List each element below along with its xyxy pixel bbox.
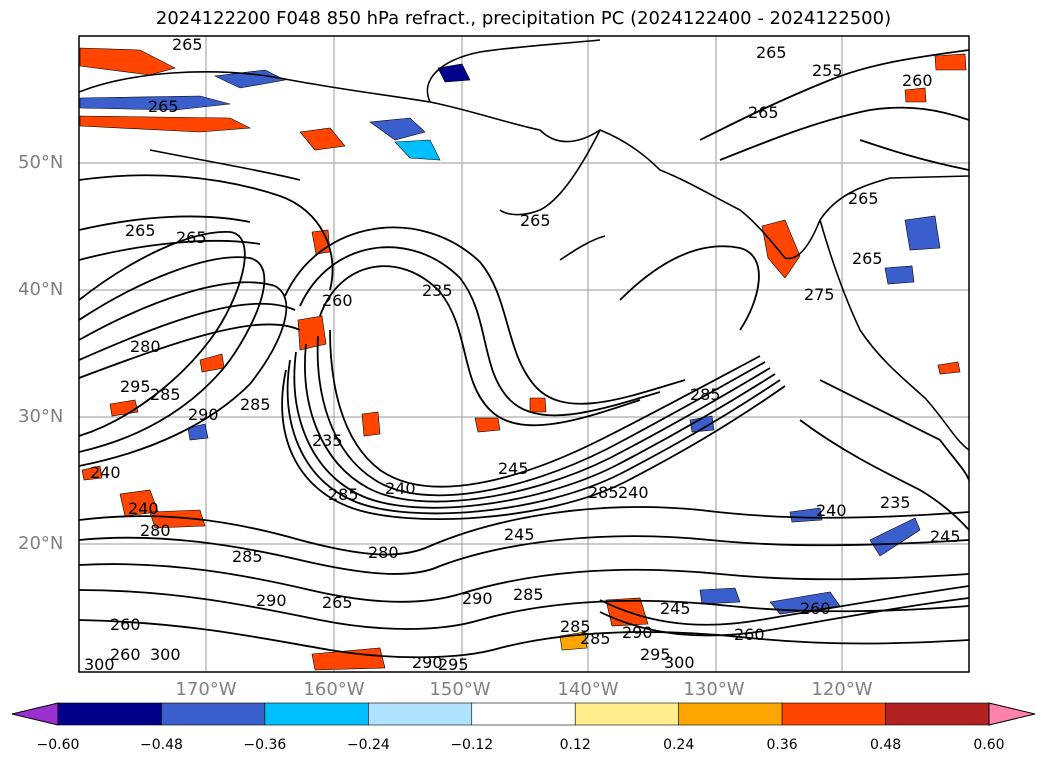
contour-label: 300 <box>150 645 181 664</box>
contour-label: 290 <box>462 589 493 608</box>
contour-label: 260 <box>800 599 831 618</box>
contour-label: 260 <box>322 291 353 310</box>
colorbar-tick-label: −0.60 <box>36 737 80 753</box>
contour-label: 280 <box>130 337 161 356</box>
colorbar-box <box>161 702 266 726</box>
colorbar-tick-label: 0.24 <box>663 737 695 753</box>
contour-label: 295 <box>438 655 469 674</box>
precipitation-shading <box>79 47 967 671</box>
contour-label: 240 <box>618 483 649 502</box>
graticule <box>79 36 969 672</box>
map-title: 2024122200 F048 850 hPa refract., precip… <box>155 8 892 29</box>
contour-label: 285 <box>690 385 721 404</box>
contour-label: 265 <box>322 593 353 612</box>
contour-label: 245 <box>504 525 535 544</box>
contour-label: 300 <box>84 655 115 674</box>
colorbar-tick-label: −0.36 <box>243 737 287 753</box>
colorbar-box <box>57 702 162 726</box>
contour-label: 265 <box>756 43 787 62</box>
contour-label: 265 <box>748 103 779 122</box>
contour-label: 285 <box>580 629 611 648</box>
colorbar-box <box>781 702 886 726</box>
contour-label: 290 <box>188 405 219 424</box>
map-frame <box>78 35 970 673</box>
coastlines <box>79 39 969 451</box>
contour-label: 285 <box>560 617 591 636</box>
colorbar-box <box>471 702 576 726</box>
contour-label: 260 <box>110 645 141 664</box>
contour-label: 235 <box>880 493 911 512</box>
contour-labels: 265 265 265 255 260 265 265 265 265 265 … <box>84 35 961 674</box>
contour-label: 265 <box>520 211 551 230</box>
lat-label-40n: 40°N <box>18 279 64 300</box>
colorbar <box>11 702 1036 726</box>
contour-label: 235 <box>312 431 343 450</box>
contour-label: 290 <box>412 653 443 672</box>
contour-label: 285 <box>588 483 619 502</box>
contour-label: 240 <box>128 499 159 518</box>
contour-label: 295 <box>640 645 671 664</box>
contour-label: 245 <box>660 599 691 618</box>
refractivity-contours <box>79 49 969 659</box>
contour-label: 285 <box>150 385 181 404</box>
lat-label-20n: 20°N <box>18 533 64 554</box>
contour-label: 260 <box>902 71 933 90</box>
lon-label-120w: 120°W <box>811 679 873 700</box>
colorbar-tick-label: −0.12 <box>450 737 494 753</box>
contour-label: 265 <box>125 221 156 240</box>
contour-label: 285 <box>513 585 544 604</box>
contour-label: 240 <box>90 463 121 482</box>
colorbar-boxes <box>57 702 990 726</box>
contour-label: 245 <box>498 459 529 478</box>
colorbar-tick-label: 0.36 <box>766 737 798 753</box>
contour-label: 240 <box>385 479 416 498</box>
contour-label: 240 <box>816 501 847 520</box>
contour-label: 300 <box>664 653 695 672</box>
colorbar-tick-label: 0.48 <box>869 737 902 753</box>
lon-label-130w: 130°W <box>683 679 745 700</box>
colorbar-tick-label: 0.60 <box>973 737 1005 753</box>
colorbar-under-arrow <box>11 702 59 726</box>
contour-label: 255 <box>812 61 843 80</box>
contour-label: 285 <box>240 395 271 414</box>
lon-label-150w: 150°W <box>429 679 491 700</box>
contour-label: 265 <box>852 249 883 268</box>
lon-label-160w: 160°W <box>303 679 365 700</box>
lon-label-170w: 170°W <box>175 679 237 700</box>
colorbar-box <box>574 702 679 726</box>
contour-label: 265 <box>148 97 179 116</box>
contour-label: 260 <box>110 615 141 634</box>
contour-label: 285 <box>328 485 359 504</box>
contour-label: 265 <box>172 35 203 54</box>
contour-label: 280 <box>140 521 171 540</box>
colorbar-tick-label: −0.24 <box>346 737 390 753</box>
colorbar-box <box>368 702 473 726</box>
contour-label: 265 <box>848 189 879 208</box>
lat-label-50n: 50°N <box>18 152 64 173</box>
contour-label: 235 <box>422 281 453 300</box>
colorbar-tick-label: 0.12 <box>559 737 591 753</box>
contour-label: 290 <box>622 623 653 642</box>
colorbar-tick-label: −0.48 <box>139 737 183 753</box>
colorbar-box <box>885 702 990 726</box>
contour-label: 275 <box>804 285 835 304</box>
contour-label: 245 <box>930 527 961 546</box>
lon-label-140w: 140°W <box>557 679 619 700</box>
contour-label: 260 <box>734 625 765 644</box>
contour-label: 295 <box>120 377 151 396</box>
contour-label: 265 <box>176 228 207 247</box>
lat-label-30n: 30°N <box>18 406 64 427</box>
contour-label: 290 <box>256 591 287 610</box>
contour-label: 280 <box>368 543 399 562</box>
colorbar-box <box>264 702 369 726</box>
contour-label: 285 <box>232 547 263 566</box>
colorbar-box <box>678 702 783 726</box>
colorbar-over-arrow <box>988 702 1036 726</box>
